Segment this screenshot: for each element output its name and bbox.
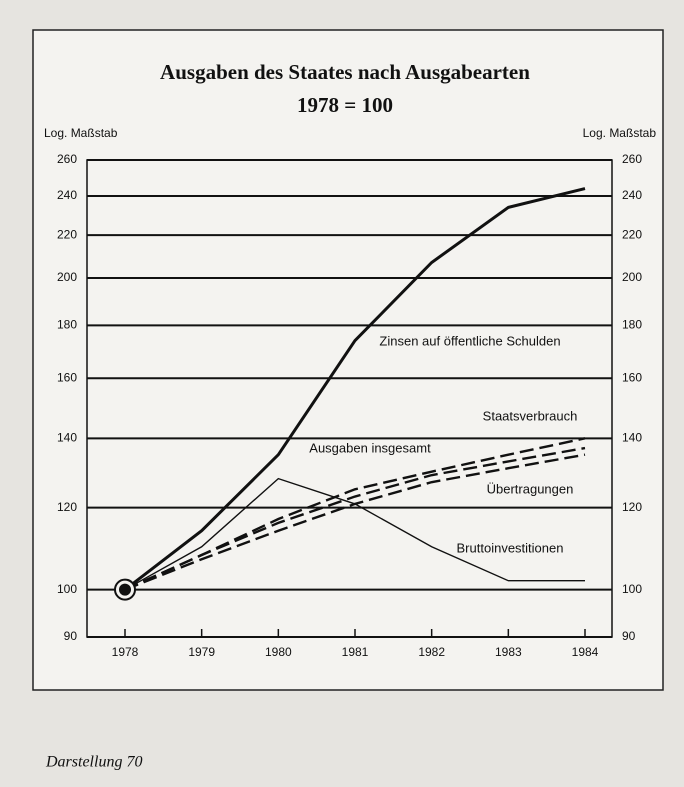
x-tick-label: 1979: [188, 645, 215, 659]
y-tick-label: 240: [57, 188, 77, 202]
chart-title: Ausgaben des Staates nach Ausgabearten: [160, 60, 530, 84]
y2-tick-label: 220: [622, 227, 642, 241]
x-tick-label: 1981: [342, 645, 369, 659]
series-line: [124, 477, 585, 591]
series-label: Ausgaben insgesamt: [309, 440, 431, 455]
y-tick-label: 200: [57, 270, 77, 284]
y-tick-label: 90: [64, 629, 78, 643]
x-tick-label: 1980: [265, 645, 292, 659]
y-tick-label: 260: [57, 152, 77, 166]
y-tick-label: 100: [57, 582, 77, 596]
x-tick-label: 1978: [112, 645, 139, 659]
y2-tick-label: 260: [622, 152, 642, 166]
y2-tick-label: 180: [622, 318, 642, 332]
y-tick-label: 120: [57, 500, 77, 514]
y2-tick-label: 100: [622, 582, 642, 596]
y2-tick-label: 90: [622, 629, 636, 643]
y2-tick-label: 200: [622, 270, 642, 284]
series-line: [124, 187, 586, 591]
y2-tick-label: 160: [622, 370, 642, 384]
series-label: Bruttoinvestitionen: [457, 540, 564, 555]
y2-tick-label: 140: [622, 431, 642, 445]
x-tick-label: 1983: [495, 645, 522, 659]
chart-subtitle: 1978 = 100: [297, 93, 393, 117]
series-label: Übertragungen: [487, 481, 574, 496]
y2-tick-label: 240: [622, 188, 642, 202]
y-tick-label: 140: [57, 431, 77, 445]
y-tick-label: 220: [57, 227, 77, 241]
y2-tick-label: 120: [622, 500, 642, 514]
y-tick-label: 160: [57, 370, 77, 384]
base-point: [119, 583, 131, 596]
y-axis-label: Log. Maßstab: [44, 126, 118, 140]
y-tick-label: 180: [57, 318, 77, 332]
series-label: Zinsen auf öffentliche Schulden: [379, 333, 560, 348]
x-tick-label: 1982: [418, 645, 445, 659]
series-line: [124, 446, 586, 591]
y2-axis-label: Log. Maßstab: [583, 126, 657, 140]
footer: Darstellung 70: [45, 754, 142, 771]
x-tick-label: 1984: [572, 645, 599, 659]
series-label: Staatsverbrauch: [483, 408, 578, 423]
